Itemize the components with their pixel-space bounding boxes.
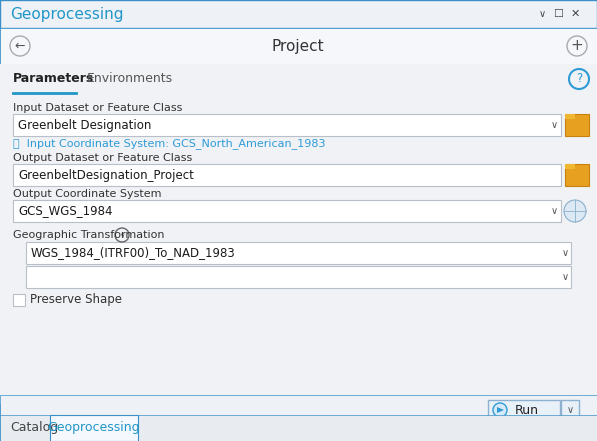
Text: GreenbeltDesignation_Project: GreenbeltDesignation_Project — [18, 168, 194, 182]
Text: ⓘ  Input Coordinate System: GCS_North_American_1983: ⓘ Input Coordinate System: GCS_North_Ame… — [13, 138, 325, 149]
Text: ←: ← — [15, 40, 25, 52]
Text: +: + — [571, 38, 583, 53]
Bar — [13, 200, 561, 222]
Text: ∨: ∨ — [561, 248, 568, 258]
Bar — [0, 28, 597, 64]
Bar — [488, 400, 560, 420]
Bar — [565, 164, 575, 169]
Text: ∨: ∨ — [550, 120, 558, 130]
Text: Project: Project — [272, 38, 324, 53]
Bar — [13, 294, 25, 306]
Text: WGS_1984_(ITRF00)_To_NAD_1983: WGS_1984_(ITRF00)_To_NAD_1983 — [31, 247, 236, 259]
Circle shape — [564, 200, 586, 222]
Text: ∨: ∨ — [561, 272, 568, 282]
Text: Greenbelt Designation: Greenbelt Designation — [18, 119, 152, 131]
Text: Parameters: Parameters — [13, 72, 94, 86]
Text: Geoprocessing: Geoprocessing — [10, 7, 124, 22]
Text: ∨: ∨ — [538, 9, 546, 19]
Bar — [0, 415, 597, 441]
Text: Output Dataset or Feature Class: Output Dataset or Feature Class — [13, 153, 192, 163]
Text: GCS_WGS_1984: GCS_WGS_1984 — [18, 205, 112, 217]
Circle shape — [493, 403, 507, 417]
Text: Environments: Environments — [87, 72, 173, 86]
Text: Catalog: Catalog — [10, 422, 59, 434]
Bar — [0, 64, 597, 94]
Bar — [0, 395, 597, 425]
Bar — [13, 114, 561, 136]
Text: ∨: ∨ — [567, 405, 574, 415]
Bar — [26, 242, 571, 264]
Text: Run: Run — [515, 404, 539, 416]
Polygon shape — [497, 407, 504, 413]
Bar — [0, 94, 597, 404]
Bar — [565, 164, 589, 186]
Text: Geographic Transformation: Geographic Transformation — [13, 230, 165, 240]
Text: ?: ? — [576, 72, 582, 86]
Bar — [0, 0, 597, 28]
Text: Output Coordinate System: Output Coordinate System — [13, 189, 162, 199]
Bar — [26, 266, 571, 288]
Text: Geoprocessing: Geoprocessing — [48, 422, 140, 434]
Text: ☐: ☐ — [553, 9, 563, 19]
Bar — [13, 164, 561, 186]
Bar — [561, 400, 579, 420]
Text: Input Dataset or Feature Class: Input Dataset or Feature Class — [13, 103, 182, 113]
Bar — [565, 114, 589, 136]
Bar — [565, 114, 575, 119]
Text: ∨: ∨ — [550, 206, 558, 216]
Text: ∨: ∨ — [119, 231, 125, 239]
Bar — [50, 415, 138, 441]
Text: Preserve Shape: Preserve Shape — [30, 294, 122, 306]
Text: ✕: ✕ — [570, 9, 580, 19]
